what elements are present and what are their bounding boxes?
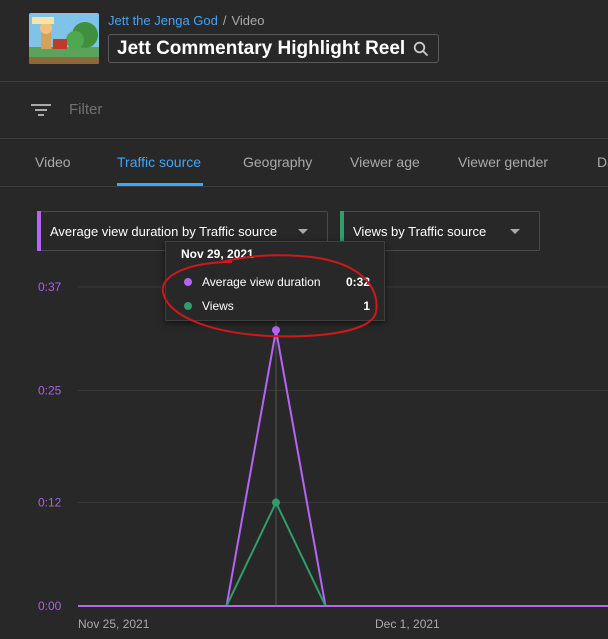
tooltip-value: 0:32	[345, 275, 370, 289]
series-line-avg-view-duration	[78, 329, 524, 607]
breadcrumb-section: Video	[231, 13, 265, 28]
tab-geography[interactable]: Geography	[243, 154, 313, 170]
metric-color-bar	[37, 211, 41, 251]
chart-tooltip: Nov 29, 2021 Average view duration 0:32 …	[165, 241, 385, 321]
series-color-dot	[184, 302, 192, 310]
x-tick-label: Nov 25, 2021	[78, 617, 150, 631]
series-color-dot	[184, 278, 192, 286]
active-tab-indicator	[117, 183, 203, 186]
metric-selector-views[interactable]: Views by Traffic source	[340, 211, 540, 251]
filter-bar: Filter	[0, 82, 608, 139]
y-tick-label: 0:00	[38, 599, 62, 613]
series-line-views	[78, 500, 524, 607]
search-icon[interactable]	[413, 41, 429, 57]
breadcrumb-channel-link[interactable]: Jett the Jenga God	[108, 13, 218, 28]
x-tick-label: Dec 1, 2021	[375, 617, 440, 631]
y-tick-label: 0:12	[38, 496, 62, 510]
filter-input[interactable]: Filter	[69, 101, 103, 118]
dropdown-arrow-icon	[510, 229, 520, 234]
tab-traffic-source[interactable]: Traffic source	[117, 154, 202, 170]
y-tick-label: 0:37	[38, 280, 62, 294]
tab-bar: Video Traffic source Geography Viewer ag…	[0, 139, 608, 187]
dropdown-arrow-icon	[298, 229, 308, 234]
tab-video[interactable]: Video	[35, 154, 71, 170]
tooltip-row-views: Views 1	[166, 298, 386, 314]
y-tick-label: 0:25	[38, 383, 62, 397]
tab-viewer-age[interactable]: Viewer age	[350, 154, 420, 170]
metric-selector-label: Average view duration by Traffic source	[50, 224, 278, 239]
metric-color-bar	[340, 211, 344, 251]
metric-selector-label: Views by Traffic source	[353, 224, 487, 239]
breadcrumb-separator: /	[222, 13, 227, 28]
filter-icon[interactable]	[31, 102, 51, 118]
data-point-views	[272, 498, 280, 507]
tooltip-row-avg-view-duration: Average view duration 0:32	[166, 274, 386, 290]
video-thumbnail[interactable]	[29, 13, 99, 64]
tooltip-label: Views	[202, 299, 234, 313]
video-selector[interactable]: Jett Commentary Highlight Reel	[108, 34, 439, 63]
tooltip-date: Nov 29, 2021	[181, 247, 254, 261]
tooltip-label: Average view duration	[202, 275, 321, 289]
breadcrumb: Jett the Jenga God / Video	[108, 13, 265, 28]
page-header: Jett the Jenga God / Video Jett Commentary…	[0, 0, 608, 82]
data-point-avg-view-duration	[272, 326, 280, 335]
video-title: Jett Commentary Highlight Reel	[117, 38, 406, 59]
tooltip-value: 1	[363, 299, 370, 313]
tab-viewer-gender[interactable]: Viewer gender	[458, 154, 549, 170]
tab-date[interactable]: Da	[597, 154, 608, 170]
